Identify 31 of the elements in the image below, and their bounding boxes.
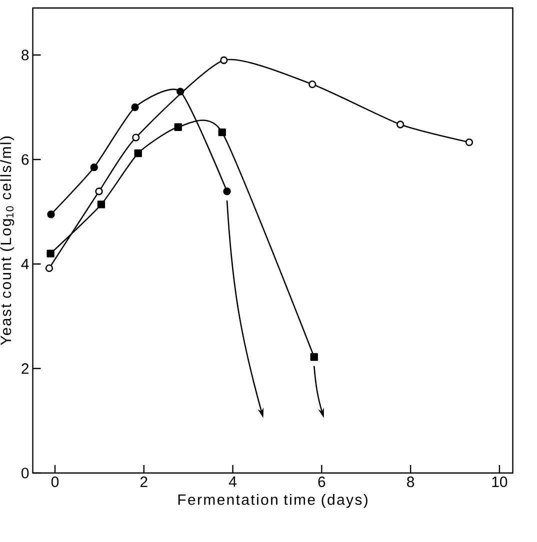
x-tick-label: 2 bbox=[140, 476, 148, 487]
y-tick-label: 2 bbox=[22, 363, 29, 374]
x-axis-title: Fermentation time (days) bbox=[178, 494, 368, 508]
point bbox=[97, 200, 106, 208]
x-tick-label: 10 bbox=[492, 476, 508, 488]
point bbox=[465, 138, 474, 146]
point bbox=[396, 120, 404, 128]
point bbox=[132, 134, 140, 142]
point bbox=[131, 103, 139, 112]
point bbox=[220, 56, 228, 64]
point bbox=[174, 123, 182, 131]
point bbox=[223, 188, 231, 196]
x-tick-label: 0 bbox=[51, 476, 59, 488]
y-tick-label: 4 bbox=[21, 258, 29, 270]
point bbox=[46, 250, 54, 258]
point bbox=[310, 353, 318, 361]
y-tick-label: 0 bbox=[22, 468, 29, 478]
x-tick-label: 8 bbox=[407, 476, 414, 488]
x-tick-label: 6 bbox=[318, 476, 326, 488]
point bbox=[90, 164, 98, 172]
point bbox=[47, 210, 55, 218]
y-axis-title: Yeast count (Log$_{10}$ cells/ml) bbox=[0, 136, 14, 346]
point bbox=[218, 128, 226, 136]
point bbox=[308, 80, 316, 88]
x-tick-label: 4 bbox=[228, 476, 236, 487]
y-tick-label: 6 bbox=[22, 154, 29, 165]
point bbox=[176, 88, 184, 96]
point bbox=[95, 188, 103, 196]
y-tick-label: 8 bbox=[22, 50, 29, 60]
point bbox=[45, 264, 54, 272]
point bbox=[134, 149, 142, 158]
